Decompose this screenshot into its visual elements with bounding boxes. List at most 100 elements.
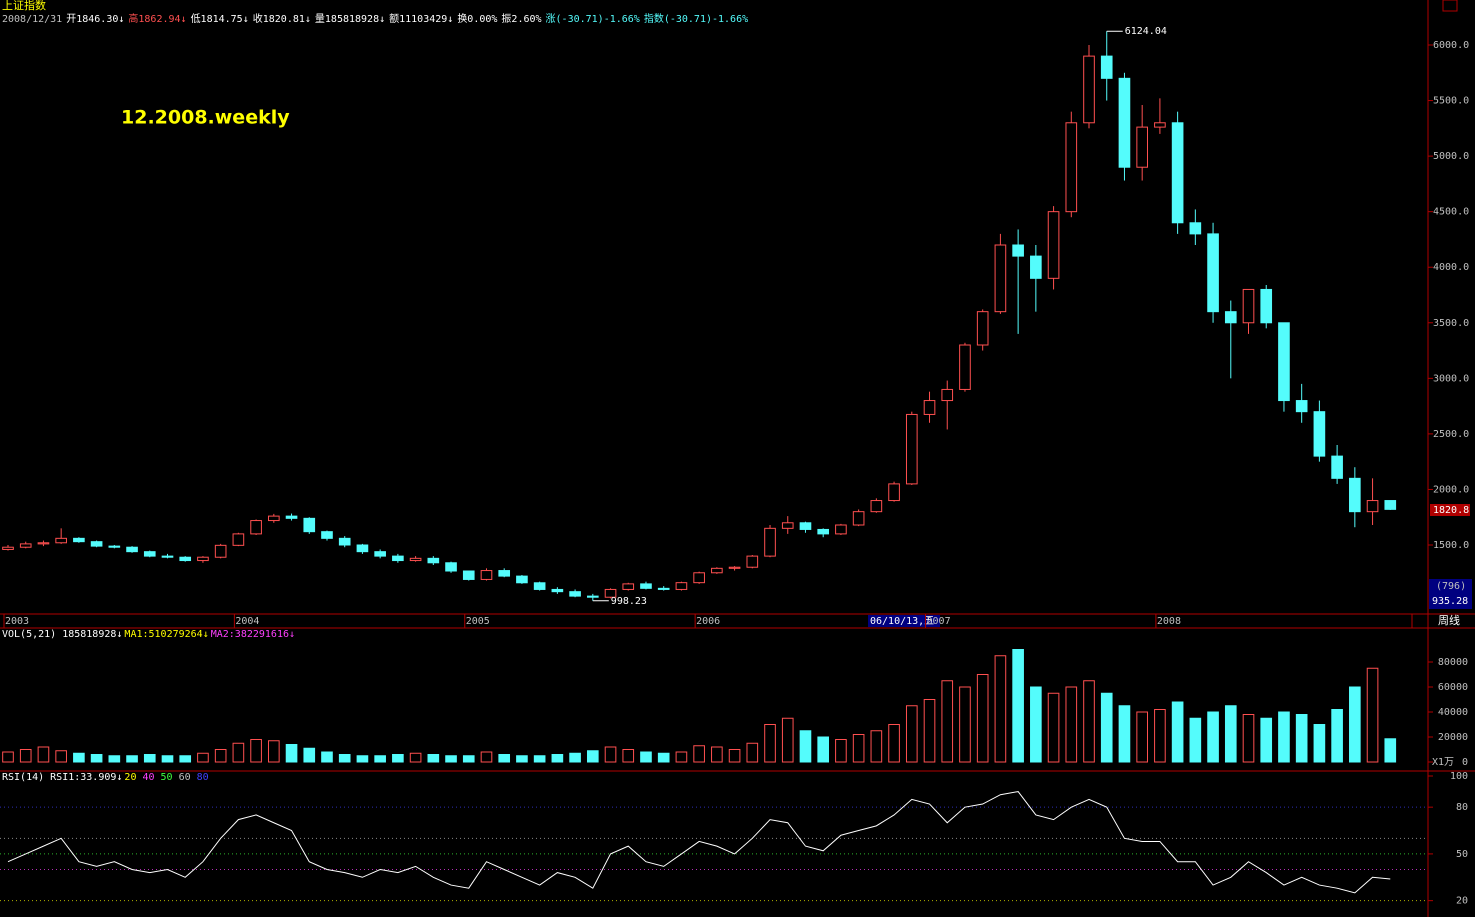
candle-body xyxy=(604,588,617,598)
candle-body xyxy=(640,583,652,589)
candle-body xyxy=(1278,322,1290,402)
candle-body xyxy=(197,556,209,562)
y-tick-label: 20 xyxy=(1456,896,1468,907)
volume-bar xyxy=(392,754,404,763)
header-item: 换0.00% xyxy=(457,12,497,25)
side-box xyxy=(1429,579,1472,609)
volume-bar xyxy=(1047,692,1060,763)
volume-bar xyxy=(1083,680,1095,763)
candle-body xyxy=(1012,244,1024,257)
candle-body xyxy=(888,483,900,502)
volume-bar xyxy=(835,739,847,763)
y-tick-label: 3000.0 xyxy=(1433,373,1469,384)
y-tick-label: 4000.0 xyxy=(1433,262,1469,273)
candle-body xyxy=(817,528,830,535)
candle-body xyxy=(1260,288,1273,324)
volume-bar xyxy=(268,740,280,763)
volume-bar xyxy=(551,754,564,763)
candle-body xyxy=(852,511,865,526)
candle-body xyxy=(1295,400,1308,413)
x-tick-label: 2005 xyxy=(466,616,490,627)
volume-bar xyxy=(1242,714,1255,763)
volume-bar xyxy=(1295,714,1308,763)
candle-body xyxy=(1154,122,1166,128)
volume-bar xyxy=(905,705,918,763)
candle-body xyxy=(232,533,245,546)
candle-body xyxy=(55,537,67,544)
candle-body xyxy=(1242,288,1255,324)
volume-bar xyxy=(498,754,511,763)
volume-bar xyxy=(870,730,883,763)
candle-body xyxy=(143,551,156,557)
extreme-label: 998.23 xyxy=(611,596,647,607)
volume-legend: MA2:382291616↓ xyxy=(211,629,295,640)
candle-body xyxy=(799,522,812,530)
candle-body xyxy=(657,587,670,590)
volume-bar xyxy=(37,746,50,763)
candle-body xyxy=(941,388,954,402)
y-tick-label: 100 xyxy=(1450,771,1468,782)
volume-bar xyxy=(640,751,652,763)
candle-body xyxy=(569,591,581,597)
volume-bar xyxy=(1012,649,1024,763)
candle-body xyxy=(90,541,103,547)
candle-body xyxy=(303,517,316,533)
candle-body xyxy=(1171,122,1184,224)
volume-bar xyxy=(1278,711,1290,763)
volume-bar xyxy=(197,752,209,763)
candle-body xyxy=(835,524,847,535)
volume-bar xyxy=(73,752,85,763)
candle-body xyxy=(1100,55,1113,79)
volume-bar xyxy=(1260,717,1273,763)
candle-body xyxy=(870,500,883,513)
volume-bar xyxy=(516,755,528,763)
candle-body xyxy=(161,555,174,558)
volume-bar xyxy=(1207,711,1219,763)
header-item: 高1862.94↓ xyxy=(128,12,186,25)
rsi-legend-level: 80 xyxy=(197,772,209,783)
candle-body xyxy=(374,551,386,557)
volume-bar xyxy=(1366,667,1379,763)
annotation: 12.2008.weekly xyxy=(121,107,290,129)
volume-bar xyxy=(19,749,32,763)
candle-body xyxy=(1384,500,1397,510)
candle-body xyxy=(675,582,688,590)
header-item: 额11103429↓ xyxy=(389,12,453,25)
y-tick-label: 80 xyxy=(1456,802,1468,813)
candle-body xyxy=(1030,255,1042,279)
volume-bar xyxy=(250,739,262,763)
volume-bar xyxy=(55,750,67,763)
volume-bar xyxy=(445,755,457,763)
volume-bar xyxy=(852,734,865,763)
header-item: 收1820.81↓ xyxy=(253,12,311,25)
candle-body xyxy=(533,582,546,590)
crosshair-box xyxy=(868,615,940,627)
candle-body xyxy=(1136,126,1148,168)
header-item: 2008/12/31 xyxy=(2,14,62,25)
candle-body xyxy=(1331,455,1343,479)
candle-body xyxy=(356,544,369,553)
volume-bar xyxy=(409,752,422,763)
x-tick-label: 2003 xyxy=(5,616,29,627)
y-tick-label: 5500.0 xyxy=(1433,96,1469,107)
header-item: 指数(-30.71)-1.66% xyxy=(644,12,748,25)
volume-bar xyxy=(711,746,723,763)
volume-bar xyxy=(764,724,776,763)
candle-body xyxy=(338,537,351,546)
candle-body xyxy=(498,570,511,577)
volume-bar xyxy=(90,754,103,763)
y-tick-label: 1500.0 xyxy=(1433,540,1469,551)
volume-bar xyxy=(1154,709,1166,763)
volume-bar xyxy=(321,751,333,763)
side-box-text: 935.28 xyxy=(1432,596,1468,607)
y-tick-label: 0 xyxy=(1462,757,1468,768)
candle-body xyxy=(462,570,475,580)
volume-bar xyxy=(1313,724,1326,763)
volume-bar xyxy=(2,751,14,763)
volume-bar xyxy=(338,754,351,763)
volume-bar xyxy=(799,730,812,763)
y-tick-label: 4500.0 xyxy=(1433,207,1469,218)
header-item: 量185818928↓ xyxy=(315,13,385,25)
